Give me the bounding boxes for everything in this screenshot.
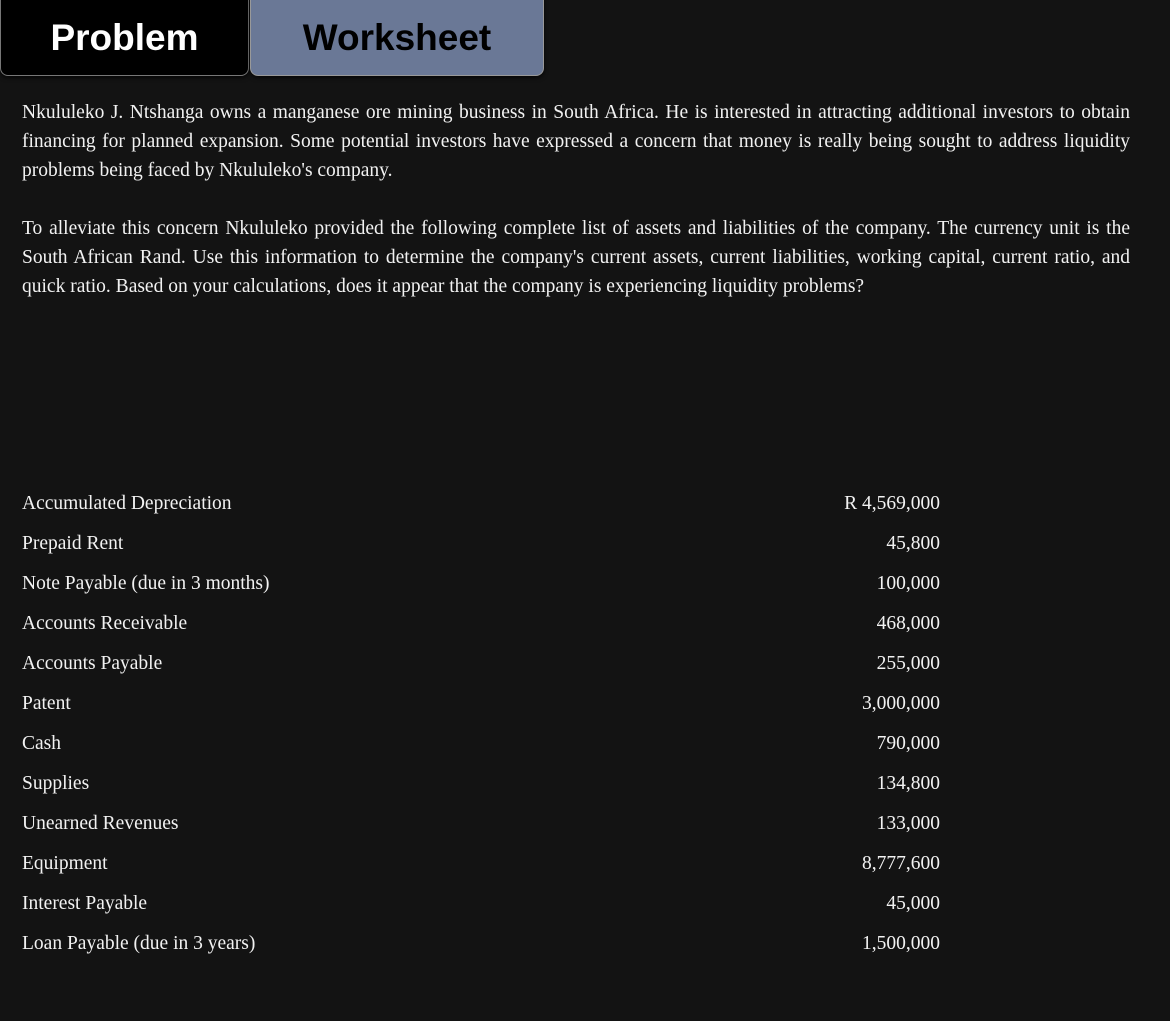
- problem-paragraph-1: Nkululeko J. Ntshanga owns a manganese o…: [22, 102, 1130, 181]
- item-value: 1,500,000: [862, 933, 940, 954]
- item-label: Supplies: [22, 773, 90, 794]
- list-item: Note Payable (due in 3 months) 100,000: [22, 570, 940, 610]
- tab-problem[interactable]: Problem: [0, 0, 249, 76]
- list-item: Accounts Payable 255,000: [22, 650, 940, 690]
- item-label: Note Payable (due in 3 months): [22, 573, 270, 594]
- item-value: 100,000: [876, 573, 940, 594]
- list-item: Prepaid Rent 45,800: [22, 530, 940, 570]
- item-label: Accumulated Depreciation: [22, 493, 232, 514]
- tab-worksheet[interactable]: Worksheet: [250, 0, 544, 76]
- list-item: Patent 3,000,000: [22, 690, 940, 730]
- item-value: 790,000: [876, 733, 940, 754]
- item-label: Unearned Revenues: [22, 813, 179, 834]
- item-value: 45,000: [886, 893, 940, 914]
- item-label: Interest Payable: [22, 893, 148, 914]
- list-item: Cash 790,000: [22, 730, 940, 770]
- list-item: Loan Payable (due in 3 years) 1,500,000: [22, 930, 940, 970]
- item-value: 8,777,600: [862, 853, 940, 874]
- list-item: Accounts Receivable 468,000: [22, 610, 940, 650]
- item-value: 3,000,000: [862, 693, 940, 714]
- list-item: Interest Payable 45,000: [22, 890, 940, 930]
- list-item: Equipment 8,777,600: [22, 850, 940, 890]
- item-value: 45,800: [886, 533, 940, 554]
- item-label: Accounts Receivable: [22, 613, 188, 634]
- item-label: Prepaid Rent: [22, 533, 124, 554]
- item-value: 134,800: [876, 773, 940, 794]
- list-item: Accumulated Depreciation R 4,569,000: [22, 490, 940, 530]
- item-label: Loan Payable (due in 3 years): [22, 933, 256, 954]
- list-item: Unearned Revenues 133,000: [22, 810, 940, 850]
- item-label: Cash: [22, 733, 61, 754]
- item-label: Patent: [22, 693, 71, 714]
- item-value: 133,000: [876, 813, 940, 834]
- item-label: Equipment: [22, 853, 108, 874]
- list-item: Supplies 134,800: [22, 770, 940, 810]
- item-value: 255,000: [876, 653, 940, 674]
- item-value: 468,000: [876, 613, 940, 634]
- item-value: R 4,569,000: [844, 493, 940, 514]
- problem-paragraph-2: To alleviate this concern Nkululeko prov…: [22, 218, 1130, 297]
- item-label: Accounts Payable: [22, 653, 163, 674]
- assets-liabilities-list: Accumulated Depreciation R 4,569,000 Prepa…: [22, 490, 940, 970]
